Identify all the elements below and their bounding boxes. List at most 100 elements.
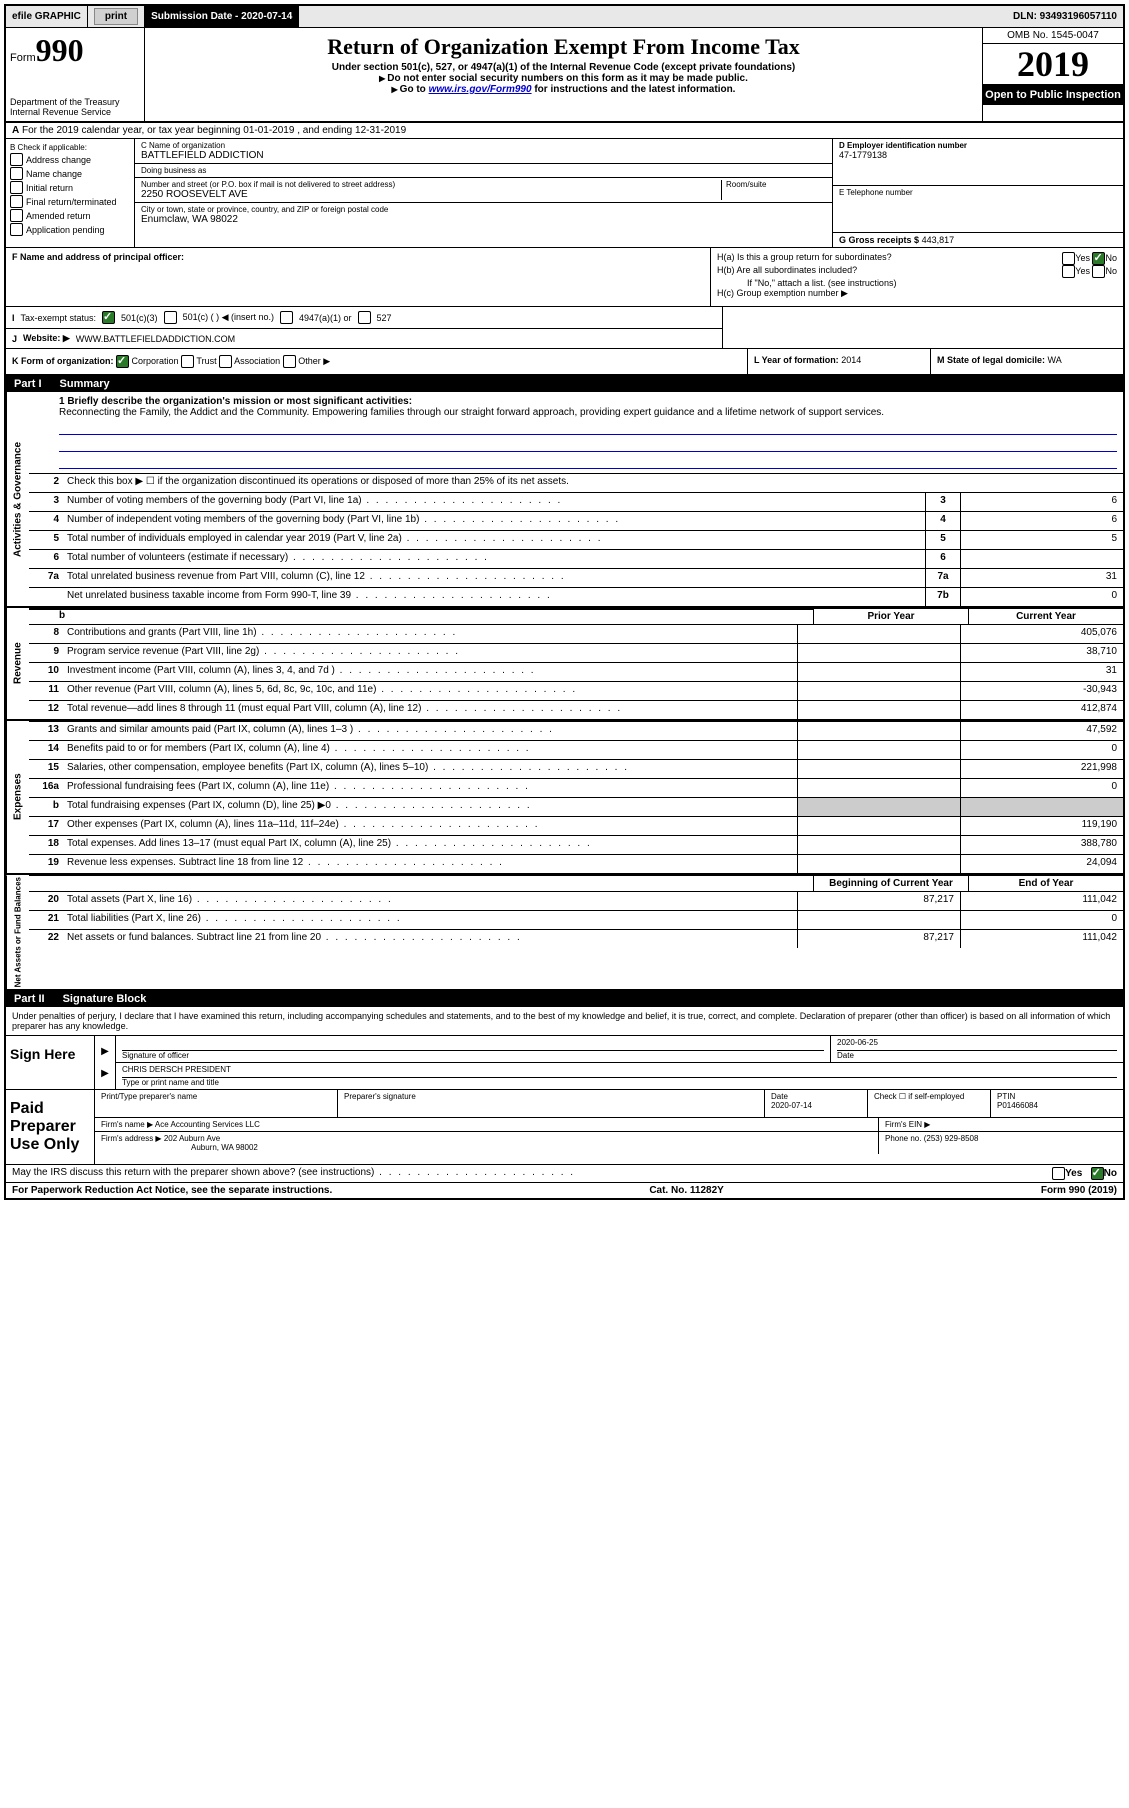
principal-officer: F Name and address of principal officer: (6, 248, 711, 306)
footer-mid: Cat. No. 11282Y (649, 1185, 723, 1196)
submission-date: Submission Date - 2020-07-14 (145, 6, 299, 27)
table-row: 14Benefits paid to or for members (Part … (29, 740, 1123, 759)
check-corporation[interactable] (116, 355, 129, 368)
website-row: J Website: ▶ WWW.BATTLEFIELDADDICTION.CO… (6, 329, 722, 348)
table-row: 7aTotal unrelated business revenue from … (29, 568, 1123, 587)
phone-label: Phone no. (885, 1134, 921, 1143)
l-label: L Year of formation: (754, 355, 839, 365)
sig-officer-label: Signature of officer (122, 1051, 189, 1060)
footer-right: Form 990 (2019) (1041, 1185, 1117, 1196)
netassets-columns: Beginning of Current Year End of Year (29, 875, 1123, 891)
firm-addr1: 202 Auburn Ave (164, 1134, 220, 1143)
ha-label: H(a) Is this a group return for subordin… (717, 252, 892, 265)
gross-value: 443,817 (922, 235, 955, 245)
check-association[interactable] (219, 355, 232, 368)
row-a-tax-year: A For the 2019 calendar year, or tax yea… (6, 123, 1123, 139)
col-beginning-year: Beginning of Current Year (813, 876, 968, 891)
tel-label: E Telephone number (839, 188, 1117, 197)
part1-header: Part ISummary (6, 376, 1123, 392)
table-row: bTotal fundraising expenses (Part IX, co… (29, 797, 1123, 816)
form-container: efile GRAPHIC print Submission Date - 20… (4, 4, 1125, 1200)
room-label: Room/suite (726, 180, 826, 189)
line1-label: 1 Briefly describe the organization's mi… (59, 396, 412, 407)
table-row: 10Investment income (Part VIII, column (… (29, 662, 1123, 681)
prep-date-label: Date (771, 1092, 788, 1101)
print-button[interactable]: print (94, 8, 138, 25)
part2-header: Part IISignature Block (6, 991, 1123, 1007)
ha-no[interactable] (1092, 252, 1105, 265)
line2: Check this box ▶ ☐ if the organization d… (63, 474, 1123, 492)
name-title-label: Type or print name and title (122, 1078, 219, 1087)
col-b-checkboxes: B Check if applicable: Address change Na… (6, 139, 135, 247)
irs-discuss-yes[interactable] (1052, 1167, 1065, 1180)
website-value[interactable]: WWW.BATTLEFIELDADDICTION.COM (76, 334, 235, 344)
table-row: 13Grants and similar amounts paid (Part … (29, 721, 1123, 740)
paid-preparer-label: Paid Preparer Use Only (6, 1090, 95, 1164)
page-footer: For Paperwork Reduction Act Notice, see … (6, 1182, 1123, 1198)
sig-date-label: Date (837, 1051, 854, 1060)
check-527[interactable] (358, 311, 371, 324)
ha-yes[interactable] (1062, 252, 1075, 265)
prep-name-label: Print/Type preparer's name (101, 1092, 197, 1101)
mission-block: 1 Briefly describe the organization's mi… (29, 392, 1123, 473)
revenue-columns: b Prior Year Current Year (29, 608, 1123, 624)
efile-label: efile GRAPHIC (6, 6, 88, 27)
city-label: City or town, state or province, country… (141, 205, 826, 214)
subtitle-1: Under section 501(c), 527, or 4947(a)(1)… (149, 62, 978, 73)
city-value: Enumclaw, WA 98022 (141, 214, 826, 225)
section-net-assets: Net Assets or Fund Balances Beginning of… (6, 875, 1123, 991)
prep-sig-label: Preparer's signature (344, 1092, 416, 1101)
m-value: WA (1048, 355, 1062, 365)
dept-label: Department of the Treasury Internal Reve… (10, 97, 140, 117)
table-row: 18Total expenses. Add lines 13–17 (must … (29, 835, 1123, 854)
table-row: 9Program service revenue (Part VIII, lin… (29, 643, 1123, 662)
check-application-pending[interactable]: Application pending (10, 223, 130, 236)
col-current-year: Current Year (968, 609, 1123, 624)
col-de: D Employer identification number 47-1779… (833, 139, 1123, 247)
tab-net-assets: Net Assets or Fund Balances (6, 875, 29, 989)
ptin-value: P01466084 (997, 1101, 1038, 1110)
top-bar: efile GRAPHIC print Submission Date - 20… (6, 6, 1123, 28)
phone-value: (253) 929-8508 (924, 1134, 979, 1143)
firm-name-label: Firm's name ▶ (101, 1120, 153, 1129)
check-initial-return[interactable]: Initial return (10, 181, 130, 194)
l-value: 2014 (841, 355, 861, 365)
check-501c3[interactable] (102, 311, 115, 324)
table-row: 3Number of voting members of the governi… (29, 492, 1123, 511)
table-row: 20Total assets (Part X, line 16)87,21711… (29, 891, 1123, 910)
sign-here-section: Sign Here ▶▶ Signature of officer 2020-0… (6, 1035, 1123, 1089)
check-address-change[interactable]: Address change (10, 153, 130, 166)
check-trust[interactable] (181, 355, 194, 368)
tab-revenue: Revenue (6, 608, 29, 719)
check-name-change[interactable]: Name change (10, 167, 130, 180)
table-row: 22Net assets or fund balances. Subtract … (29, 929, 1123, 948)
check-final-return[interactable]: Final return/terminated (10, 195, 130, 208)
irs-discuss-row: May the IRS discuss this return with the… (6, 1164, 1123, 1182)
street-label: Number and street (or P.O. box if mail i… (141, 180, 717, 189)
section-activities-governance: Activities & Governance 1 Briefly descri… (6, 392, 1123, 608)
ein-label: D Employer identification number (839, 141, 1117, 150)
check-501c[interactable] (164, 311, 177, 324)
table-row: 5Total number of individuals employed in… (29, 530, 1123, 549)
hb-yes[interactable] (1062, 265, 1075, 278)
hb-note: If "No," attach a list. (see instruction… (717, 278, 1117, 288)
mission-text: Reconnecting the Family, the Addict and … (59, 407, 1117, 418)
check-self-employed[interactable]: Check ☐ if self-employed (868, 1090, 991, 1117)
check-other[interactable] (283, 355, 296, 368)
open-public-badge: Open to Public Inspection (983, 85, 1123, 105)
subtitle-2: Do not enter social security numbers on … (149, 73, 978, 84)
table-row: 15Salaries, other compensation, employee… (29, 759, 1123, 778)
irs-link[interactable]: www.irs.gov/Form990 (429, 84, 532, 95)
section-expenses: Expenses 13Grants and similar amounts pa… (6, 721, 1123, 875)
m-label: M State of legal domicile: (937, 355, 1045, 365)
col-end-year: End of Year (968, 876, 1123, 891)
hb-no[interactable] (1092, 265, 1105, 278)
table-row: 8Contributions and grants (Part VIII, li… (29, 624, 1123, 643)
table-row: 19Revenue less expenses. Subtract line 1… (29, 854, 1123, 873)
irs-discuss-no[interactable] (1091, 1167, 1104, 1180)
check-4947[interactable] (280, 311, 293, 324)
firm-name: Ace Accounting Services LLC (155, 1120, 260, 1129)
paid-preparer-section: Paid Preparer Use Only Print/Type prepar… (6, 1089, 1123, 1164)
form-number: Form990 (10, 32, 140, 69)
check-amended-return[interactable]: Amended return (10, 209, 130, 222)
